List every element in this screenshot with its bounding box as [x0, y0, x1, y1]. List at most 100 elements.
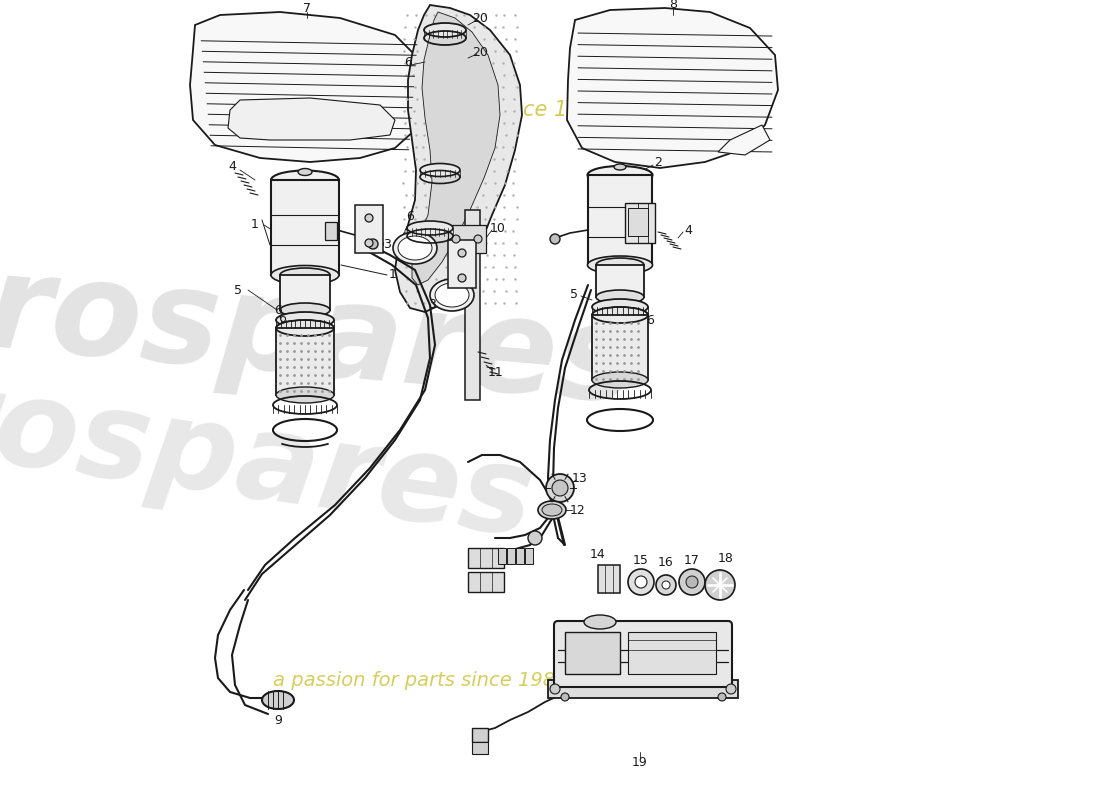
- Ellipse shape: [596, 258, 644, 272]
- Text: 20: 20: [472, 11, 488, 25]
- Text: 1: 1: [389, 269, 397, 282]
- Ellipse shape: [298, 169, 312, 175]
- Bar: [516, 548, 524, 564]
- Ellipse shape: [280, 303, 330, 317]
- Text: 2: 2: [654, 157, 662, 170]
- Circle shape: [656, 575, 676, 595]
- Ellipse shape: [280, 268, 330, 282]
- Text: eurospares: eurospares: [0, 338, 541, 562]
- Bar: [355, 205, 383, 253]
- Text: 1: 1: [251, 218, 258, 231]
- Text: a passion for parts since 1985: a passion for parts since 1985: [293, 100, 607, 120]
- Ellipse shape: [592, 372, 648, 388]
- Text: 6: 6: [406, 210, 414, 222]
- Bar: [324, 222, 337, 240]
- Polygon shape: [395, 5, 522, 312]
- Ellipse shape: [276, 312, 334, 328]
- Polygon shape: [276, 328, 334, 395]
- Text: 13: 13: [572, 471, 587, 485]
- Bar: [465, 210, 480, 400]
- Circle shape: [546, 474, 574, 502]
- Bar: [468, 572, 504, 592]
- Text: 5: 5: [234, 283, 242, 297]
- Circle shape: [365, 214, 373, 222]
- Polygon shape: [592, 315, 648, 380]
- Ellipse shape: [592, 299, 648, 315]
- Circle shape: [679, 569, 705, 595]
- Circle shape: [365, 239, 373, 247]
- Text: 10: 10: [491, 222, 506, 234]
- Bar: [472, 728, 488, 742]
- Polygon shape: [588, 175, 652, 265]
- Text: eurospares: eurospares: [0, 230, 641, 430]
- Text: 12: 12: [570, 503, 586, 517]
- Text: 4: 4: [228, 161, 235, 174]
- Bar: [448, 240, 476, 288]
- Text: 14: 14: [590, 549, 606, 562]
- Text: 19: 19: [632, 757, 648, 770]
- Bar: [628, 632, 716, 674]
- Ellipse shape: [596, 290, 644, 304]
- Circle shape: [628, 569, 654, 595]
- Bar: [565, 632, 620, 674]
- Bar: [625, 203, 654, 243]
- Ellipse shape: [587, 256, 652, 274]
- Circle shape: [718, 693, 726, 701]
- Text: 3: 3: [383, 238, 390, 251]
- Polygon shape: [271, 180, 339, 275]
- Ellipse shape: [587, 166, 652, 184]
- Ellipse shape: [592, 307, 648, 323]
- Circle shape: [705, 570, 735, 600]
- Bar: [507, 548, 515, 564]
- Circle shape: [474, 235, 482, 243]
- Circle shape: [550, 684, 560, 694]
- Circle shape: [528, 531, 542, 545]
- Circle shape: [726, 684, 736, 694]
- Circle shape: [686, 576, 698, 588]
- Circle shape: [550, 234, 560, 244]
- Text: 8: 8: [669, 0, 676, 11]
- Bar: [598, 565, 620, 593]
- Text: 5: 5: [570, 289, 578, 302]
- Text: 7: 7: [302, 2, 311, 14]
- Ellipse shape: [262, 691, 294, 709]
- Text: 4: 4: [684, 223, 692, 237]
- Ellipse shape: [434, 283, 469, 307]
- Bar: [628, 208, 648, 236]
- Circle shape: [662, 581, 670, 589]
- Text: 6: 6: [274, 303, 282, 317]
- Polygon shape: [596, 265, 644, 297]
- Ellipse shape: [271, 266, 339, 285]
- Text: 11: 11: [488, 366, 504, 378]
- Polygon shape: [280, 275, 330, 310]
- Bar: [548, 680, 738, 698]
- Text: 6: 6: [278, 311, 286, 325]
- FancyBboxPatch shape: [554, 621, 732, 687]
- Bar: [472, 742, 488, 754]
- Ellipse shape: [276, 387, 334, 403]
- Ellipse shape: [407, 221, 453, 235]
- Circle shape: [452, 235, 460, 243]
- Circle shape: [368, 239, 378, 249]
- Text: 16: 16: [658, 557, 674, 570]
- Ellipse shape: [538, 501, 566, 519]
- Bar: [468, 548, 504, 568]
- Text: 9: 9: [274, 714, 282, 726]
- Polygon shape: [718, 125, 770, 155]
- Bar: [448, 225, 486, 253]
- Polygon shape: [228, 98, 395, 140]
- Ellipse shape: [276, 320, 334, 336]
- Polygon shape: [566, 8, 778, 168]
- Ellipse shape: [393, 232, 437, 264]
- Text: 17: 17: [684, 554, 700, 566]
- Circle shape: [458, 274, 466, 282]
- Bar: [498, 548, 506, 564]
- Ellipse shape: [584, 615, 616, 629]
- Polygon shape: [190, 12, 425, 162]
- Text: a passion for parts since 1985: a passion for parts since 1985: [273, 670, 568, 690]
- Circle shape: [552, 480, 568, 496]
- Text: 6: 6: [646, 314, 653, 326]
- Ellipse shape: [398, 236, 432, 260]
- Text: 20: 20: [472, 46, 488, 58]
- Ellipse shape: [430, 279, 474, 311]
